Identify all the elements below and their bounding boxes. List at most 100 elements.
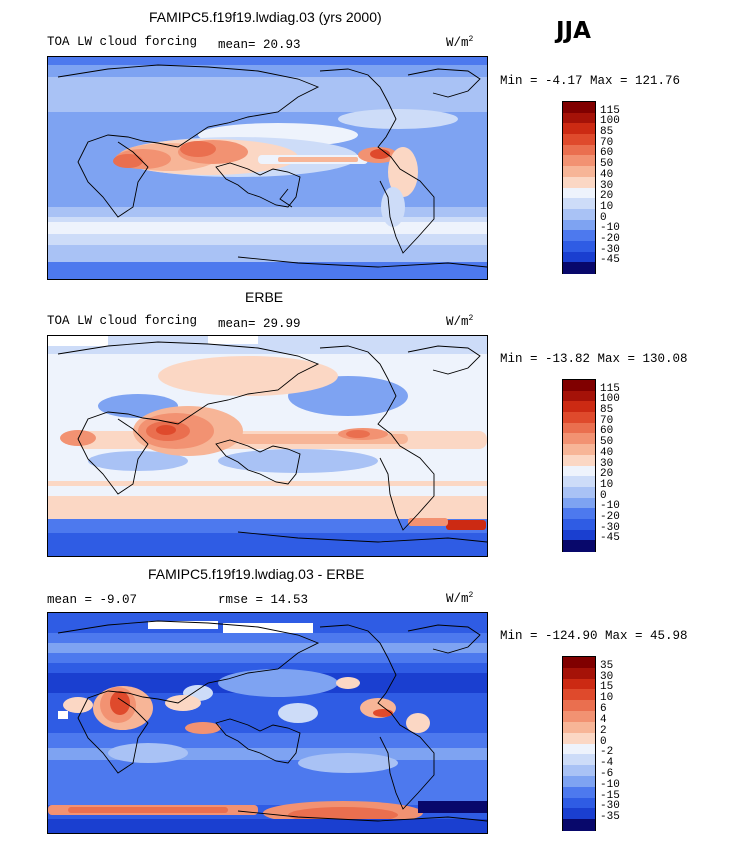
colorbar-swatch bbox=[563, 444, 595, 456]
colorbar-tick-label: 20 bbox=[600, 190, 614, 203]
colorbar-tick-label: -45 bbox=[600, 532, 620, 545]
colorbar-swatch bbox=[563, 689, 595, 701]
colorbar-swatch bbox=[563, 240, 595, 253]
panel1-field-label: TOA LW cloud forcing bbox=[47, 35, 198, 49]
panel1-map-svg bbox=[48, 57, 487, 279]
panel1-map bbox=[47, 56, 488, 280]
colorbar-swatch bbox=[563, 187, 595, 199]
panel1-units: W/m2 bbox=[446, 35, 474, 51]
colorbar-tick-label: 40 bbox=[600, 168, 614, 181]
panel1-mean-value: 20.93 bbox=[263, 38, 301, 52]
colorbar-swatch bbox=[563, 412, 595, 424]
colorbar-tick-label: -2 bbox=[600, 746, 614, 759]
colorbar-swatch bbox=[563, 401, 595, 413]
colorbar-swatch bbox=[563, 797, 595, 809]
colorbar-tick-label: 30 bbox=[600, 670, 614, 683]
colorbar-swatch bbox=[563, 198, 595, 210]
colorbar-swatch bbox=[563, 743, 595, 755]
colorbar-tick-label: 10 bbox=[600, 692, 614, 705]
colorbar-tick-label: -30 bbox=[600, 800, 620, 813]
colorbar-tick-label: 20 bbox=[600, 468, 614, 481]
colorbar-swatch bbox=[563, 508, 595, 520]
colorbar-tick-label: 50 bbox=[600, 436, 614, 449]
colorbar-tick-label: -4 bbox=[600, 757, 614, 770]
colorbar-swatch bbox=[563, 176, 595, 188]
colorbar-swatch bbox=[563, 262, 595, 274]
colorbar-swatch bbox=[563, 775, 595, 788]
colorbar-swatch bbox=[563, 102, 595, 114]
colorbar-swatch bbox=[563, 454, 595, 466]
panel3-units: W/m2 bbox=[446, 591, 474, 607]
colorbar-tick-label: 115 bbox=[600, 382, 620, 395]
colorbar-swatch bbox=[563, 433, 595, 445]
panel3-rmse-label: rmse = 14.53 bbox=[218, 593, 309, 607]
colorbar-tick-label: 70 bbox=[600, 414, 614, 427]
colorbar-tick-label: 2 bbox=[600, 724, 607, 737]
panel3-rmse-value: 14.53 bbox=[270, 593, 309, 607]
panel2-map bbox=[47, 335, 488, 557]
colorbar-tick-label: -15 bbox=[600, 789, 620, 802]
colorbar-swatch bbox=[563, 123, 595, 135]
colorbar-swatch bbox=[563, 721, 595, 734]
colorbar-tick-label: 40 bbox=[600, 446, 614, 459]
colorbar-tick-label: -30 bbox=[600, 521, 620, 534]
colorbar-tick-label: -30 bbox=[600, 243, 620, 256]
colorbar-swatch bbox=[563, 230, 595, 242]
panel2-map-svg bbox=[48, 336, 487, 556]
colorbar-swatch bbox=[563, 657, 595, 669]
colorbar-tick-label: 70 bbox=[600, 136, 614, 149]
colorbar-swatch bbox=[563, 208, 595, 221]
colorbar-swatch bbox=[563, 518, 595, 531]
colorbar-tick-label: 6 bbox=[600, 703, 607, 716]
colorbar-swatch bbox=[563, 497, 595, 509]
colorbar-tick-label: -20 bbox=[600, 232, 620, 245]
panel3-map bbox=[47, 612, 488, 834]
colorbar-tick-label: -6 bbox=[600, 767, 614, 780]
colorbar-swatch bbox=[563, 486, 595, 499]
panel1-title: FAMIPC5.f19f19.lwdiag.03 (yrs 2000) bbox=[149, 9, 382, 25]
colorbar-swatch bbox=[563, 808, 595, 820]
colorbar-swatch bbox=[563, 476, 595, 488]
colorbar-tick-label: 60 bbox=[600, 147, 614, 160]
panel2-mean-value: 29.99 bbox=[263, 317, 301, 331]
panel2-colorbar bbox=[562, 379, 596, 552]
colorbar-swatch bbox=[563, 219, 595, 231]
colorbar-tick-label: -45 bbox=[600, 254, 620, 267]
panel2-mean-label: mean= 29.99 bbox=[218, 317, 301, 331]
panel2-minmax: Min = -13.82 Max = 130.08 bbox=[500, 352, 688, 366]
colorbar-tick-label: -35 bbox=[600, 811, 620, 824]
panel2-title: ERBE bbox=[245, 289, 284, 305]
colorbar-swatch bbox=[563, 155, 595, 167]
panel3-minmax: Min = -124.90 Max = 45.98 bbox=[500, 629, 688, 643]
colorbar-tick-label: 100 bbox=[600, 393, 620, 406]
panel1-minmax: Min = -4.17 Max = 121.76 bbox=[500, 74, 681, 88]
colorbar-tick-label: -10 bbox=[600, 500, 620, 513]
colorbar-tick-label: 10 bbox=[600, 478, 614, 491]
colorbar-tick-label: 10 bbox=[600, 200, 614, 213]
colorbar-swatch bbox=[563, 667, 595, 680]
colorbar-tick-label: 35 bbox=[600, 659, 614, 672]
colorbar-swatch bbox=[563, 700, 595, 712]
colorbar-tick-label: -10 bbox=[600, 778, 620, 791]
colorbar-swatch bbox=[563, 754, 595, 766]
colorbar-tick-label: 60 bbox=[600, 425, 614, 438]
panel2-units: W/m2 bbox=[446, 314, 474, 330]
panel3-map-svg bbox=[48, 613, 487, 833]
colorbar-swatch bbox=[563, 465, 595, 477]
panel3-colorbar bbox=[562, 656, 596, 831]
colorbar-tick-label: 0 bbox=[600, 211, 607, 224]
colorbar-swatch bbox=[563, 732, 595, 744]
colorbar-swatch bbox=[563, 711, 595, 723]
colorbar-tick-label: 4 bbox=[600, 713, 607, 726]
panel1-mean-label: mean= 20.93 bbox=[218, 38, 301, 52]
panel3-title: FAMIPC5.f19f19.lwdiag.03 - ERBE bbox=[148, 566, 365, 582]
panel3-mean-value: -9.07 bbox=[99, 593, 138, 607]
colorbar-tick-label: -10 bbox=[600, 222, 620, 235]
colorbar-swatch bbox=[563, 678, 595, 690]
colorbar-swatch bbox=[563, 819, 595, 831]
colorbar-tick-label: 30 bbox=[600, 179, 614, 192]
panel3-mean-label: mean = -9.07 bbox=[47, 593, 138, 607]
colorbar-tick-label: 15 bbox=[600, 681, 614, 694]
colorbar-tick-label: 0 bbox=[600, 489, 607, 502]
colorbar-tick-label: 85 bbox=[600, 404, 614, 417]
